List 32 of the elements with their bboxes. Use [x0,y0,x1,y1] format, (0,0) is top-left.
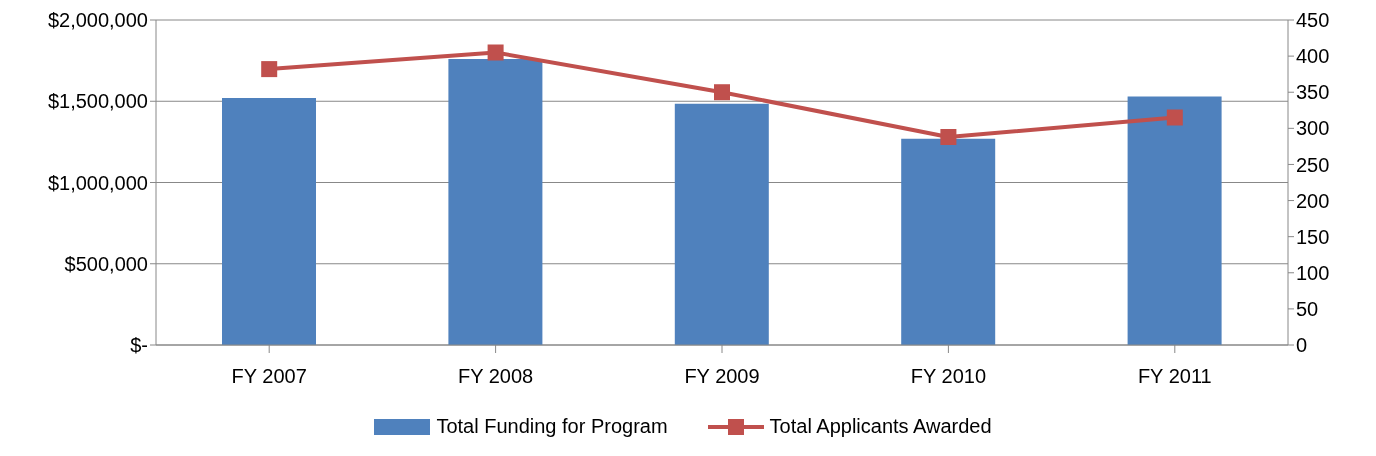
y-tick-label: $1,000,000 [47,171,148,194]
point [261,61,278,78]
x-tick-label: FY 2010 [910,365,987,388]
x-tick-label: FY 2008 [457,365,534,388]
point [714,84,730,101]
y2-tick-label: 400 [1296,45,1330,68]
x-tick-label: FY 2007 [231,365,307,388]
y-tick-label: $500,000 [64,252,148,275]
y2-tick-label: 50 [1296,297,1319,320]
legend-label: Total Applicants Awarded [769,415,992,438]
y2-tick-label: 150 [1296,225,1330,248]
y2-tick-label: 0 [1296,334,1308,357]
bar [448,59,543,345]
y-tick-label: $2,000,000 [47,9,148,32]
y2-tick-label: 200 [1296,189,1330,212]
y2-tick-label: 450 [1296,9,1330,32]
y2-tick-label: 100 [1296,261,1330,284]
y-tick-label: $1,500,000 [47,90,148,113]
x-tick-label: FY 2011 [1137,365,1212,388]
point [940,129,957,145]
legend-label: Total Funding for Program [436,415,668,438]
bar [222,98,316,345]
y2-tick-label: 350 [1296,81,1330,104]
y2-tick-label: 300 [1296,117,1330,140]
bar [1127,96,1222,345]
bar [901,138,996,345]
bar [674,103,769,345]
point [487,44,504,61]
point [1166,109,1183,126]
y-tick-label: $- [130,334,148,357]
x-tick-label: FY 2009 [684,365,760,388]
y2-tick-label: 250 [1296,153,1330,176]
